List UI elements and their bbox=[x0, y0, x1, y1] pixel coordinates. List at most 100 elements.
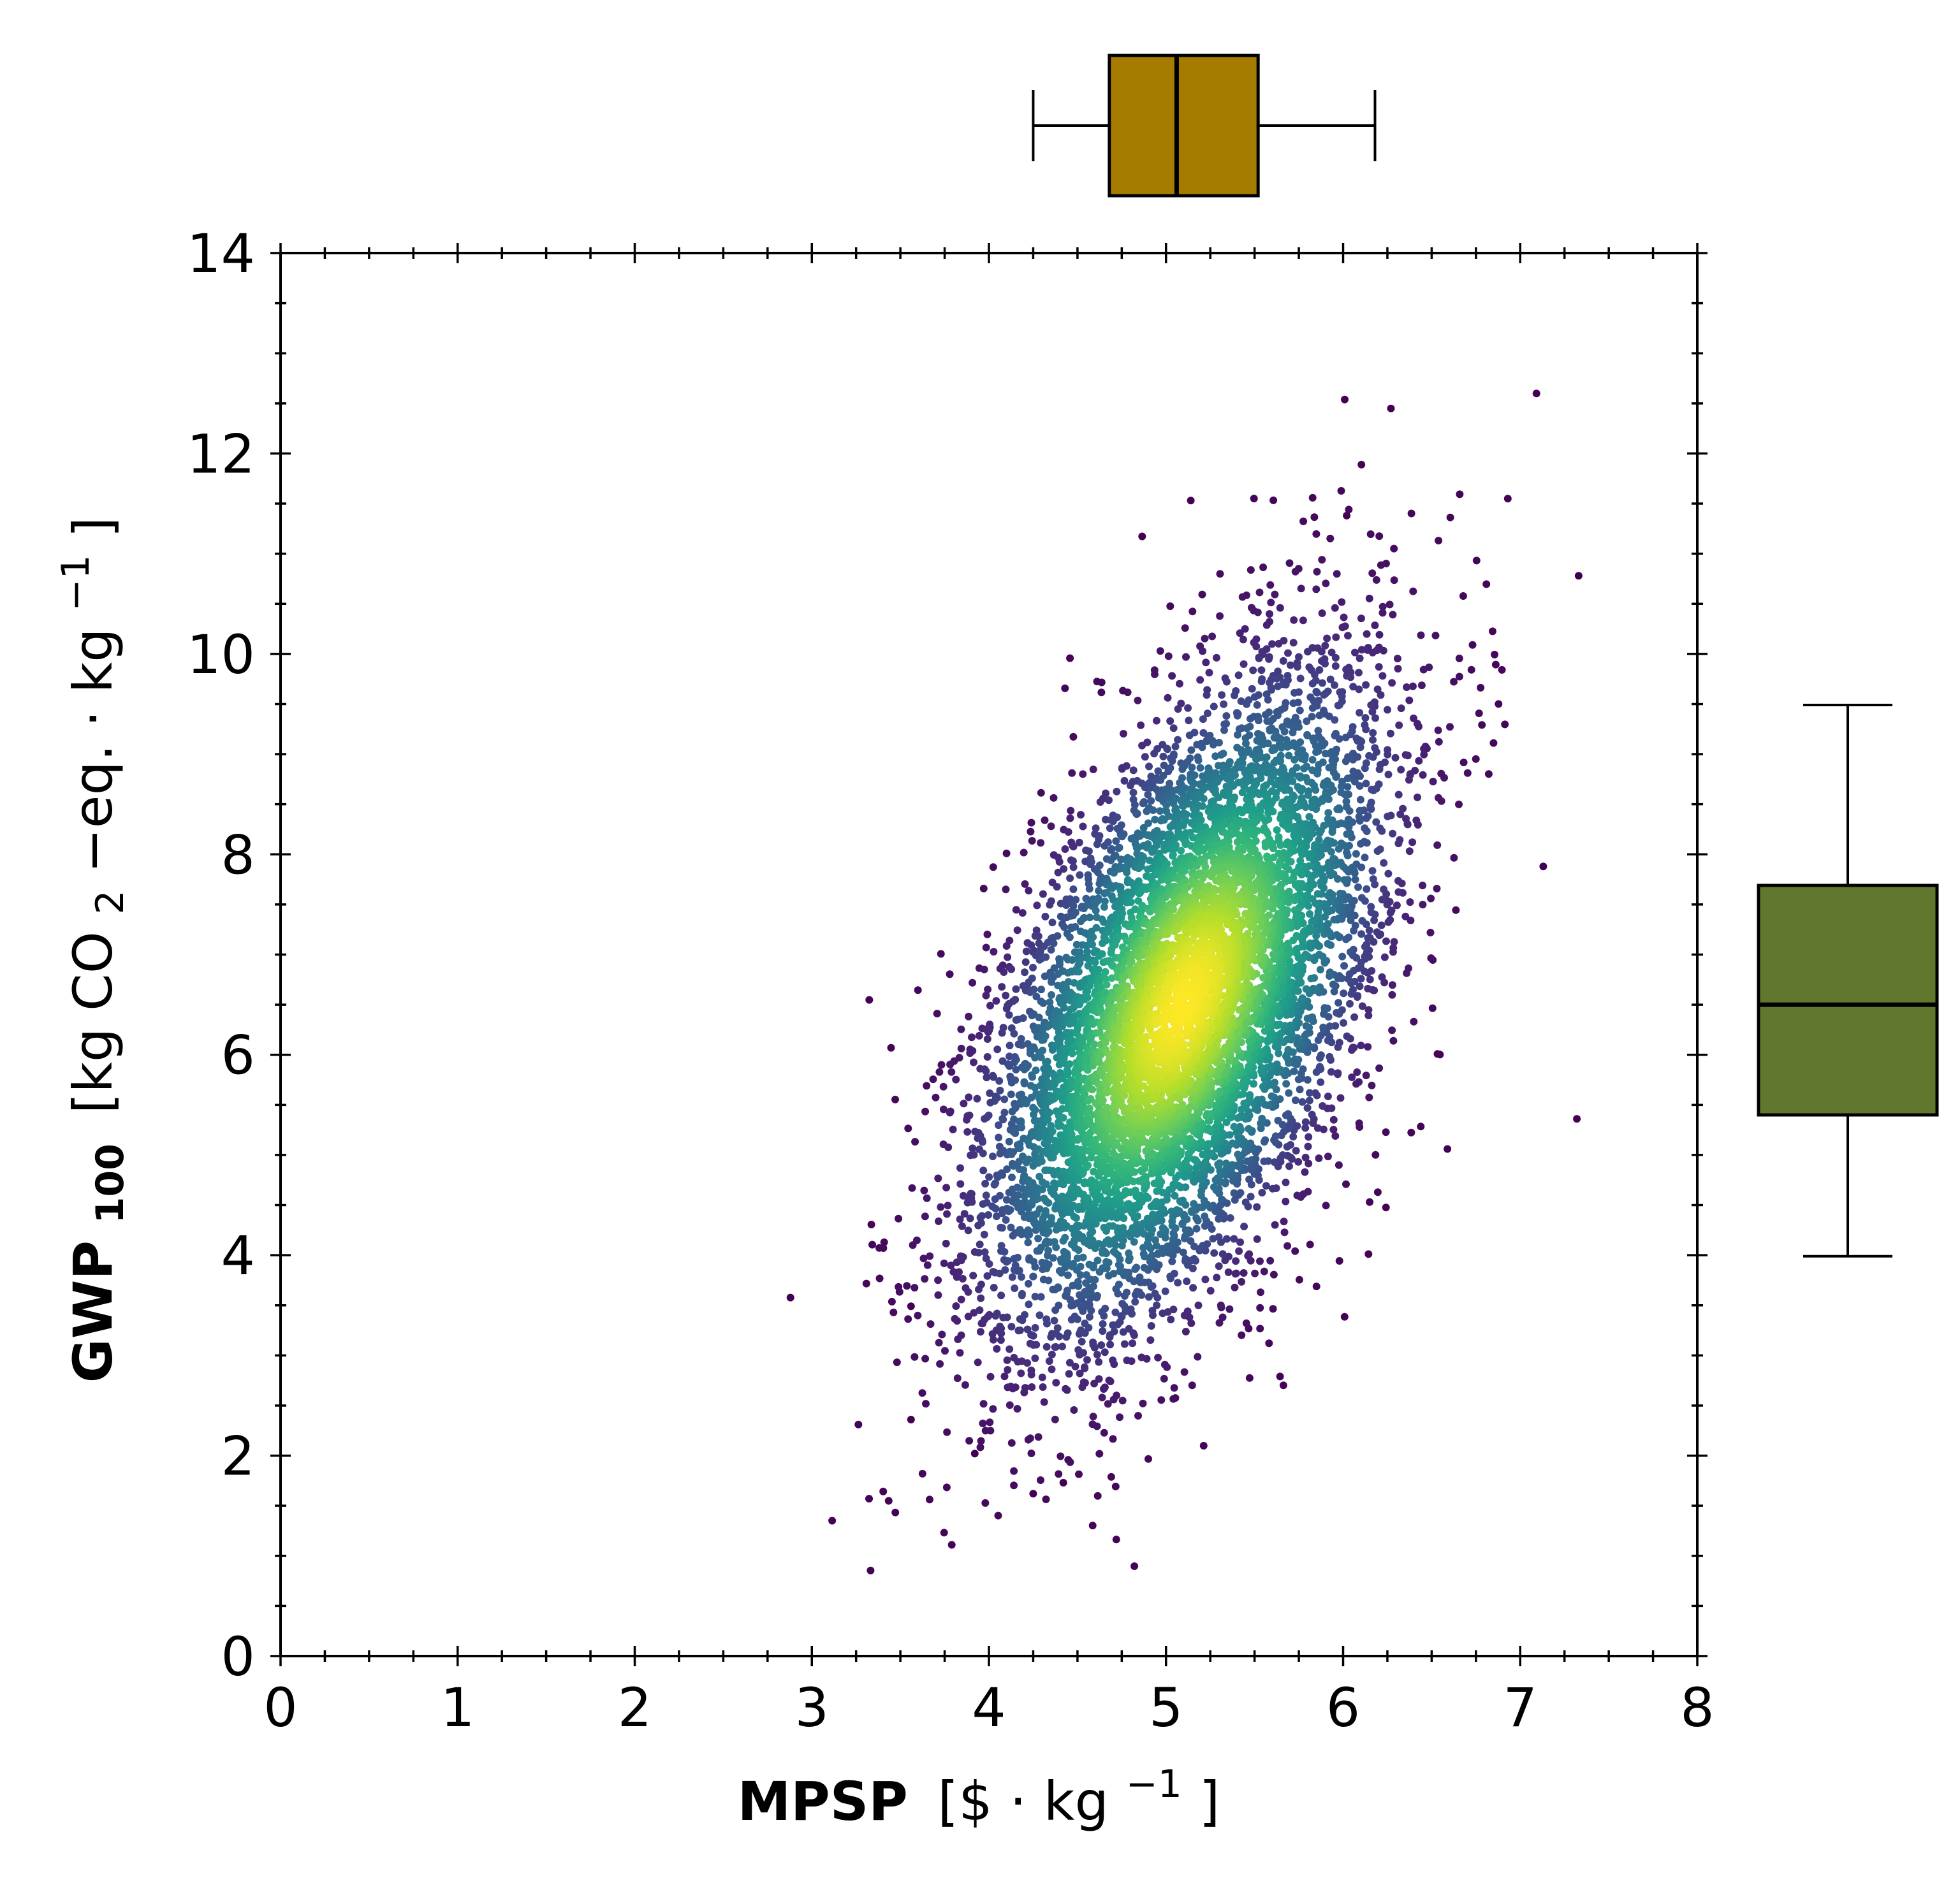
scatter-point bbox=[1118, 1300, 1127, 1308]
scatter-point bbox=[1018, 1123, 1026, 1131]
scatter-point bbox=[1355, 669, 1363, 677]
scatter-point bbox=[1168, 672, 1176, 680]
scatter-point bbox=[1368, 1081, 1376, 1089]
scatter-point bbox=[1301, 1124, 1310, 1132]
scatter-point bbox=[1282, 681, 1290, 689]
scatter-point bbox=[1031, 1354, 1039, 1362]
scatter-point bbox=[1000, 1095, 1009, 1103]
scatter-point bbox=[1123, 1356, 1131, 1365]
scatter-point bbox=[943, 1428, 951, 1436]
scatter-point bbox=[1011, 1076, 1020, 1084]
scatter-point bbox=[958, 1222, 966, 1230]
scatter-point bbox=[1123, 1200, 1132, 1209]
scatter-point bbox=[1266, 1256, 1275, 1265]
scatter-point bbox=[935, 1068, 944, 1076]
scatter-point bbox=[1080, 913, 1088, 922]
scatter-point bbox=[1188, 1381, 1196, 1390]
scatter-point bbox=[1031, 1293, 1039, 1300]
scatter-point bbox=[921, 1212, 929, 1221]
scatter-point bbox=[1408, 682, 1417, 690]
scatter-point bbox=[1342, 757, 1350, 766]
scatter-point bbox=[1027, 1450, 1035, 1457]
scatter-point bbox=[1388, 1026, 1396, 1035]
scatter-point bbox=[1408, 838, 1417, 847]
scatter-point bbox=[1344, 975, 1352, 983]
scatter-point bbox=[1361, 714, 1370, 722]
scatter-point bbox=[1175, 1171, 1183, 1179]
scatter-point bbox=[1025, 1279, 1032, 1288]
scatter-point bbox=[1076, 1369, 1084, 1378]
scatter-point bbox=[1351, 875, 1359, 883]
scatter-point bbox=[1159, 752, 1167, 760]
scatter-point bbox=[1350, 1013, 1359, 1021]
scatter-point bbox=[1066, 814, 1074, 822]
scatter-point bbox=[970, 1309, 978, 1317]
scatter-point bbox=[975, 1031, 983, 1040]
scatter-point bbox=[1027, 827, 1035, 836]
scatter-point bbox=[1104, 838, 1112, 847]
scatter-point bbox=[1379, 672, 1387, 680]
scatter-point bbox=[1074, 968, 1083, 976]
scatter-point bbox=[937, 1203, 945, 1211]
scatter-point bbox=[1243, 1157, 1251, 1165]
scatter-point bbox=[1058, 1342, 1066, 1351]
scatter-point bbox=[1293, 663, 1301, 671]
scatter-point bbox=[1098, 950, 1106, 958]
scatter-point bbox=[1130, 1562, 1139, 1570]
scatter-point bbox=[926, 1252, 934, 1260]
scatter-point bbox=[1012, 985, 1020, 993]
scatter-point bbox=[1325, 764, 1333, 772]
scatter-point bbox=[1129, 766, 1137, 774]
scatter-point bbox=[1270, 1158, 1278, 1167]
scatter-point bbox=[1218, 1195, 1225, 1203]
scatter-point bbox=[1335, 1038, 1343, 1047]
scatter-point bbox=[1109, 1321, 1117, 1329]
scatter-point bbox=[1018, 1273, 1025, 1281]
scatter-point bbox=[995, 1077, 1004, 1085]
scatter-point bbox=[1042, 953, 1050, 961]
scatter-point bbox=[1357, 840, 1365, 848]
scatter-point bbox=[1069, 843, 1078, 851]
scatter-point bbox=[1413, 720, 1421, 728]
scatter-point bbox=[1340, 1312, 1349, 1321]
scatter-point bbox=[1331, 716, 1339, 724]
scatter-point bbox=[1009, 1148, 1018, 1156]
scatter-point bbox=[1357, 975, 1365, 983]
scatter-point bbox=[1574, 572, 1583, 580]
scatter-point bbox=[1261, 817, 1269, 825]
scatter-point bbox=[1315, 711, 1324, 720]
scatter-point bbox=[1166, 717, 1174, 725]
scatter-point bbox=[1089, 1413, 1097, 1421]
scatter-point bbox=[1268, 746, 1276, 755]
scatter-point bbox=[1366, 802, 1375, 810]
scatter-point bbox=[1029, 1272, 1037, 1281]
scatter-point bbox=[974, 1249, 983, 1257]
scatter-point bbox=[983, 930, 991, 938]
scatter-point bbox=[1178, 765, 1187, 773]
scatter-point bbox=[1331, 662, 1340, 670]
scatter-point bbox=[1269, 1184, 1276, 1193]
scatter-point bbox=[1337, 487, 1345, 495]
scatter-point bbox=[1010, 1481, 1018, 1490]
scatter-point bbox=[1316, 966, 1324, 974]
scatter-point bbox=[1092, 1179, 1100, 1187]
scatter-point bbox=[1282, 736, 1291, 744]
scatter-point bbox=[1368, 569, 1377, 578]
scatter-point bbox=[1427, 894, 1435, 903]
scatter-point bbox=[1111, 852, 1120, 860]
scatter-point bbox=[1348, 1073, 1356, 1081]
scatter-point bbox=[1334, 701, 1342, 709]
scatter-point bbox=[1032, 1341, 1041, 1349]
scatter-point bbox=[1089, 1338, 1097, 1346]
scatter-point bbox=[1139, 799, 1147, 808]
scatter-point bbox=[996, 1191, 1004, 1200]
scatter-point bbox=[1025, 887, 1033, 895]
scatter-point bbox=[1148, 1251, 1156, 1260]
scatter-point bbox=[1085, 1312, 1093, 1321]
scatter-point bbox=[1372, 576, 1380, 584]
scatter-point bbox=[1118, 1397, 1127, 1405]
scatter-point bbox=[1298, 1098, 1306, 1106]
scatter-point bbox=[889, 1308, 898, 1316]
scatter-point bbox=[1304, 648, 1312, 656]
scatter-point bbox=[1459, 759, 1468, 767]
